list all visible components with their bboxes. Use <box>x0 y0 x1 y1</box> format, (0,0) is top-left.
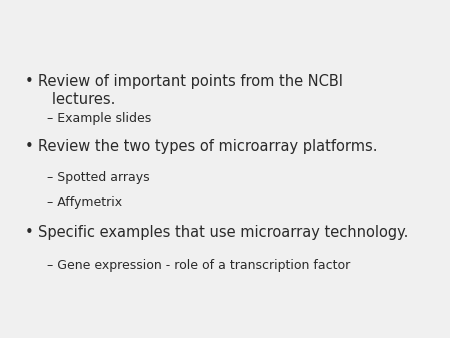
Text: •: • <box>25 225 33 240</box>
Text: •: • <box>25 74 33 89</box>
Text: Review the two types of microarray platforms.: Review the two types of microarray platf… <box>38 139 378 153</box>
Text: Specific examples that use microarray technology.: Specific examples that use microarray te… <box>38 225 409 240</box>
Text: Review of important points from the NCBI
   lectures.: Review of important points from the NCBI… <box>38 74 343 107</box>
Text: •: • <box>25 139 33 153</box>
Text: – Spotted arrays: – Spotted arrays <box>47 171 150 184</box>
Text: – Gene expression - role of a transcription factor: – Gene expression - role of a transcript… <box>47 259 351 271</box>
Text: – Affymetrix: – Affymetrix <box>47 196 122 209</box>
Text: – Example slides: – Example slides <box>47 112 152 124</box>
